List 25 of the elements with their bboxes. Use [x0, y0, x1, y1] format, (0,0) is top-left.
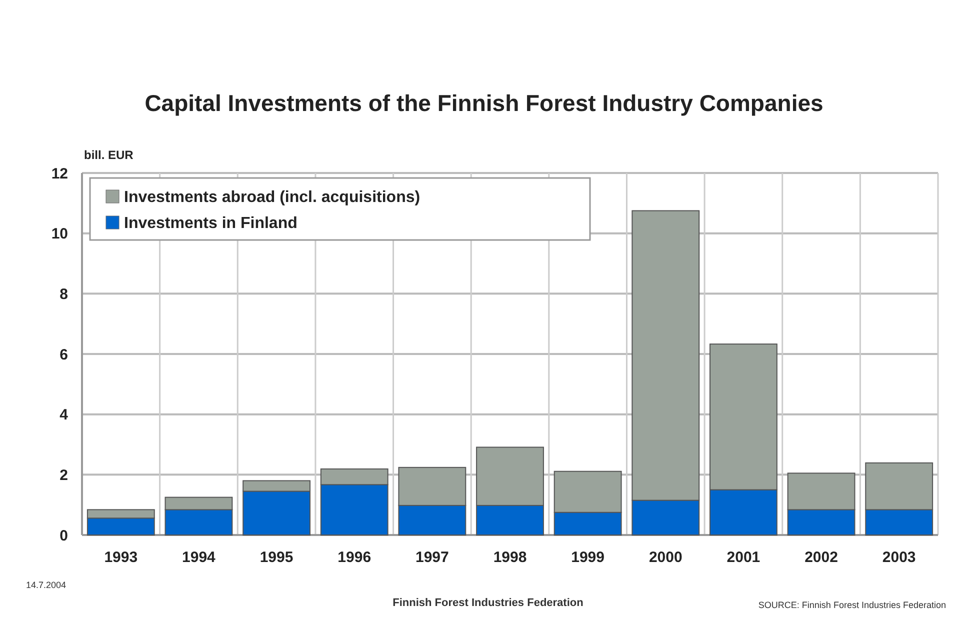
legend-label: Investments abroad (incl. acquisitions)	[124, 189, 420, 206]
source-note: SOURCE: Finnish Forest Industries Federation	[758, 600, 946, 610]
x-tick-label: 1997	[415, 549, 449, 566]
x-tick-label: 2003	[882, 549, 916, 566]
text: Finnish Forest Industries Federation	[392, 597, 584, 609]
x-tick-label: 1995	[260, 549, 294, 566]
y-tick-label: 10	[51, 226, 68, 243]
x-tick-label: 1996	[338, 549, 372, 566]
y-tick-label: 8	[60, 286, 68, 303]
y-tick-label: 6	[60, 346, 68, 364]
legend-label: Investments in Finland	[124, 215, 298, 232]
x-tick-label: 2001	[726, 549, 760, 566]
y-tick-label: 12	[51, 165, 68, 182]
y-axis-title: bill. EUR	[84, 148, 134, 162]
chart-title: Capital Investments of the Finnish Forest Industry Companies	[144, 90, 824, 116]
x-tick-label: 1998	[493, 549, 527, 566]
y-tick-label: 2	[60, 466, 68, 484]
x-tick-label: 1999	[571, 549, 605, 566]
text: 14.7.2004	[26, 580, 66, 590]
x-tick-label: 1993	[104, 549, 138, 566]
x-tick-label: 2002	[804, 549, 838, 566]
y-tick-label: 0	[60, 527, 68, 544]
x-tick-label: 2000	[648, 549, 682, 566]
y-tick-label: 4	[60, 406, 69, 424]
x-tick-label: 1994	[182, 549, 216, 566]
